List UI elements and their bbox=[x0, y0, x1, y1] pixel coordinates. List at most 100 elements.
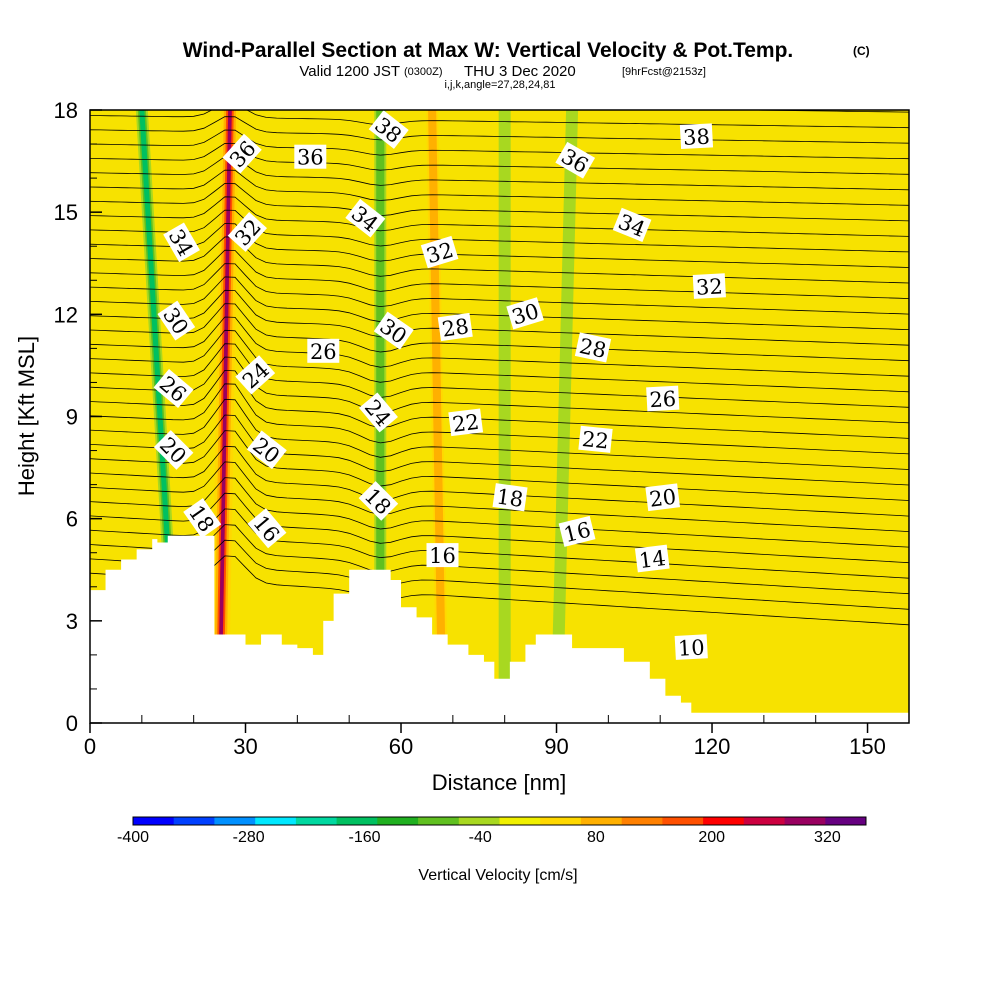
contour-label: 26 bbox=[307, 338, 340, 364]
colorbar-swatch bbox=[743, 817, 785, 825]
velocity-level bbox=[498, 110, 511, 723]
y-tick-label: 18 bbox=[54, 98, 78, 123]
colorbar-swatch bbox=[703, 817, 745, 825]
contour-label-box bbox=[437, 312, 473, 342]
contour-label-box bbox=[692, 273, 726, 299]
contour-label: 32 bbox=[420, 235, 459, 269]
valid-date: THU 3 Dec 2020 bbox=[464, 63, 576, 80]
colorbar: -400 -280 -160 -40 80 200 320 bbox=[117, 816, 867, 846]
colorbar-swatch bbox=[621, 817, 663, 825]
valid-time-line: Valid 1200 JST (0300Z) THU 3 Dec 2020 [9… bbox=[299, 63, 706, 80]
colorbar-tick-label: -280 bbox=[233, 829, 265, 846]
ijk-label: i,j,k,angle=27,28,24,81 bbox=[444, 79, 555, 91]
copyright-mark: (C) bbox=[853, 44, 870, 58]
x-tick-label: 30 bbox=[233, 734, 257, 759]
isentrope-line bbox=[90, 343, 909, 408]
contour-label-box bbox=[679, 123, 714, 150]
contour-label-box bbox=[420, 235, 459, 269]
isentrope-line bbox=[90, 129, 909, 160]
x-tick-label: 0 bbox=[84, 734, 96, 759]
isentrope-line bbox=[90, 209, 909, 253]
forecast-label: [9hrFcst@2153z] bbox=[622, 66, 706, 78]
contour-label: 10 bbox=[674, 634, 708, 661]
contour-label-box bbox=[153, 369, 194, 409]
colorbar-swatch bbox=[173, 817, 215, 825]
contour-label-text: 38 bbox=[683, 125, 711, 150]
isentrope-line bbox=[90, 276, 909, 330]
contour-label-text: 28 bbox=[440, 314, 470, 341]
contour-label-box bbox=[358, 392, 398, 433]
x-axis-label: Distance [nm] bbox=[432, 770, 567, 795]
colorbar-swatch bbox=[784, 817, 826, 825]
contour-label-text: 26 bbox=[649, 387, 677, 412]
contour-label-text: 22 bbox=[581, 427, 610, 454]
isentrope-line bbox=[90, 236, 909, 284]
contour-label-box bbox=[634, 544, 670, 573]
isentrope-line bbox=[90, 329, 909, 393]
contour-label-box bbox=[578, 425, 613, 453]
y-tick-label: 0 bbox=[66, 711, 78, 736]
contour-label-box bbox=[235, 355, 276, 395]
contour-label-box bbox=[492, 483, 528, 512]
contour-label-text: 18 bbox=[495, 484, 525, 511]
contour-label-box bbox=[307, 338, 340, 363]
isentrope-line bbox=[90, 539, 909, 610]
colorbar-swatch bbox=[336, 817, 378, 825]
contour-label-box bbox=[373, 311, 414, 350]
isentrope-line bbox=[90, 303, 909, 362]
colorbar-swatch bbox=[133, 817, 175, 825]
contour-label: 38 bbox=[679, 123, 714, 150]
isentrope-line bbox=[90, 461, 909, 532]
contour-label: 16 bbox=[426, 543, 459, 568]
contour-label-box bbox=[247, 508, 287, 549]
colorbar-swatch bbox=[418, 817, 460, 825]
contour-label: 28 bbox=[437, 312, 473, 342]
contour-label-box bbox=[646, 385, 680, 412]
contour-label-box bbox=[574, 332, 612, 363]
contour-label-box bbox=[183, 498, 222, 539]
contour-label-box bbox=[246, 430, 287, 470]
colorbar-tick-label: -40 bbox=[469, 829, 492, 846]
x-tick-label: 120 bbox=[694, 734, 731, 759]
isentrope-line bbox=[90, 263, 909, 315]
contour-label: 32 bbox=[692, 273, 726, 300]
contour-label: 26 bbox=[646, 385, 680, 412]
velocity-level bbox=[217, 110, 232, 723]
contour-label-text: 32 bbox=[695, 274, 723, 299]
colorbar-swatch bbox=[662, 817, 704, 825]
contour-label-box bbox=[506, 297, 544, 330]
isentrope-line bbox=[90, 289, 909, 346]
colorbar-swatch bbox=[540, 817, 582, 825]
isentrope-line bbox=[90, 383, 909, 455]
contour-label-box bbox=[612, 207, 652, 242]
colorbar-swatch bbox=[214, 817, 256, 825]
isentrope-line bbox=[90, 142, 909, 175]
contour-label: 14 bbox=[634, 544, 670, 573]
x-tick-label: 90 bbox=[544, 734, 568, 759]
isentrope-line bbox=[90, 414, 909, 486]
colorbar-swatch bbox=[825, 817, 867, 825]
isentrope-line bbox=[90, 110, 909, 129]
y-tick-label: 12 bbox=[54, 302, 78, 327]
contour-label: 18 bbox=[492, 483, 528, 512]
isentrope-line bbox=[90, 182, 909, 222]
chart-title: Wind-Parallel Section at Max W: Vertical… bbox=[183, 39, 794, 62]
contour-label-text: 14 bbox=[638, 546, 667, 573]
isentrope-line bbox=[90, 492, 909, 564]
isentrope-line bbox=[90, 524, 909, 595]
contour-label-text: 16 bbox=[429, 544, 456, 568]
contour-label-text: 20 bbox=[648, 485, 677, 512]
contour-label-box bbox=[426, 543, 459, 568]
contour-label-box bbox=[157, 300, 196, 341]
y-tick-label: 6 bbox=[66, 507, 78, 532]
isentrope-line bbox=[90, 555, 909, 626]
isentrope-line bbox=[380, 110, 909, 113]
isentrope-line bbox=[90, 249, 909, 299]
contour-label-box bbox=[358, 481, 399, 521]
colorbar-tick-label: 80 bbox=[587, 829, 605, 846]
velocity-band bbox=[550, 110, 579, 723]
contour-label-box bbox=[345, 198, 386, 238]
isentrope-line bbox=[90, 316, 909, 377]
contour-label: 36 bbox=[294, 144, 327, 170]
